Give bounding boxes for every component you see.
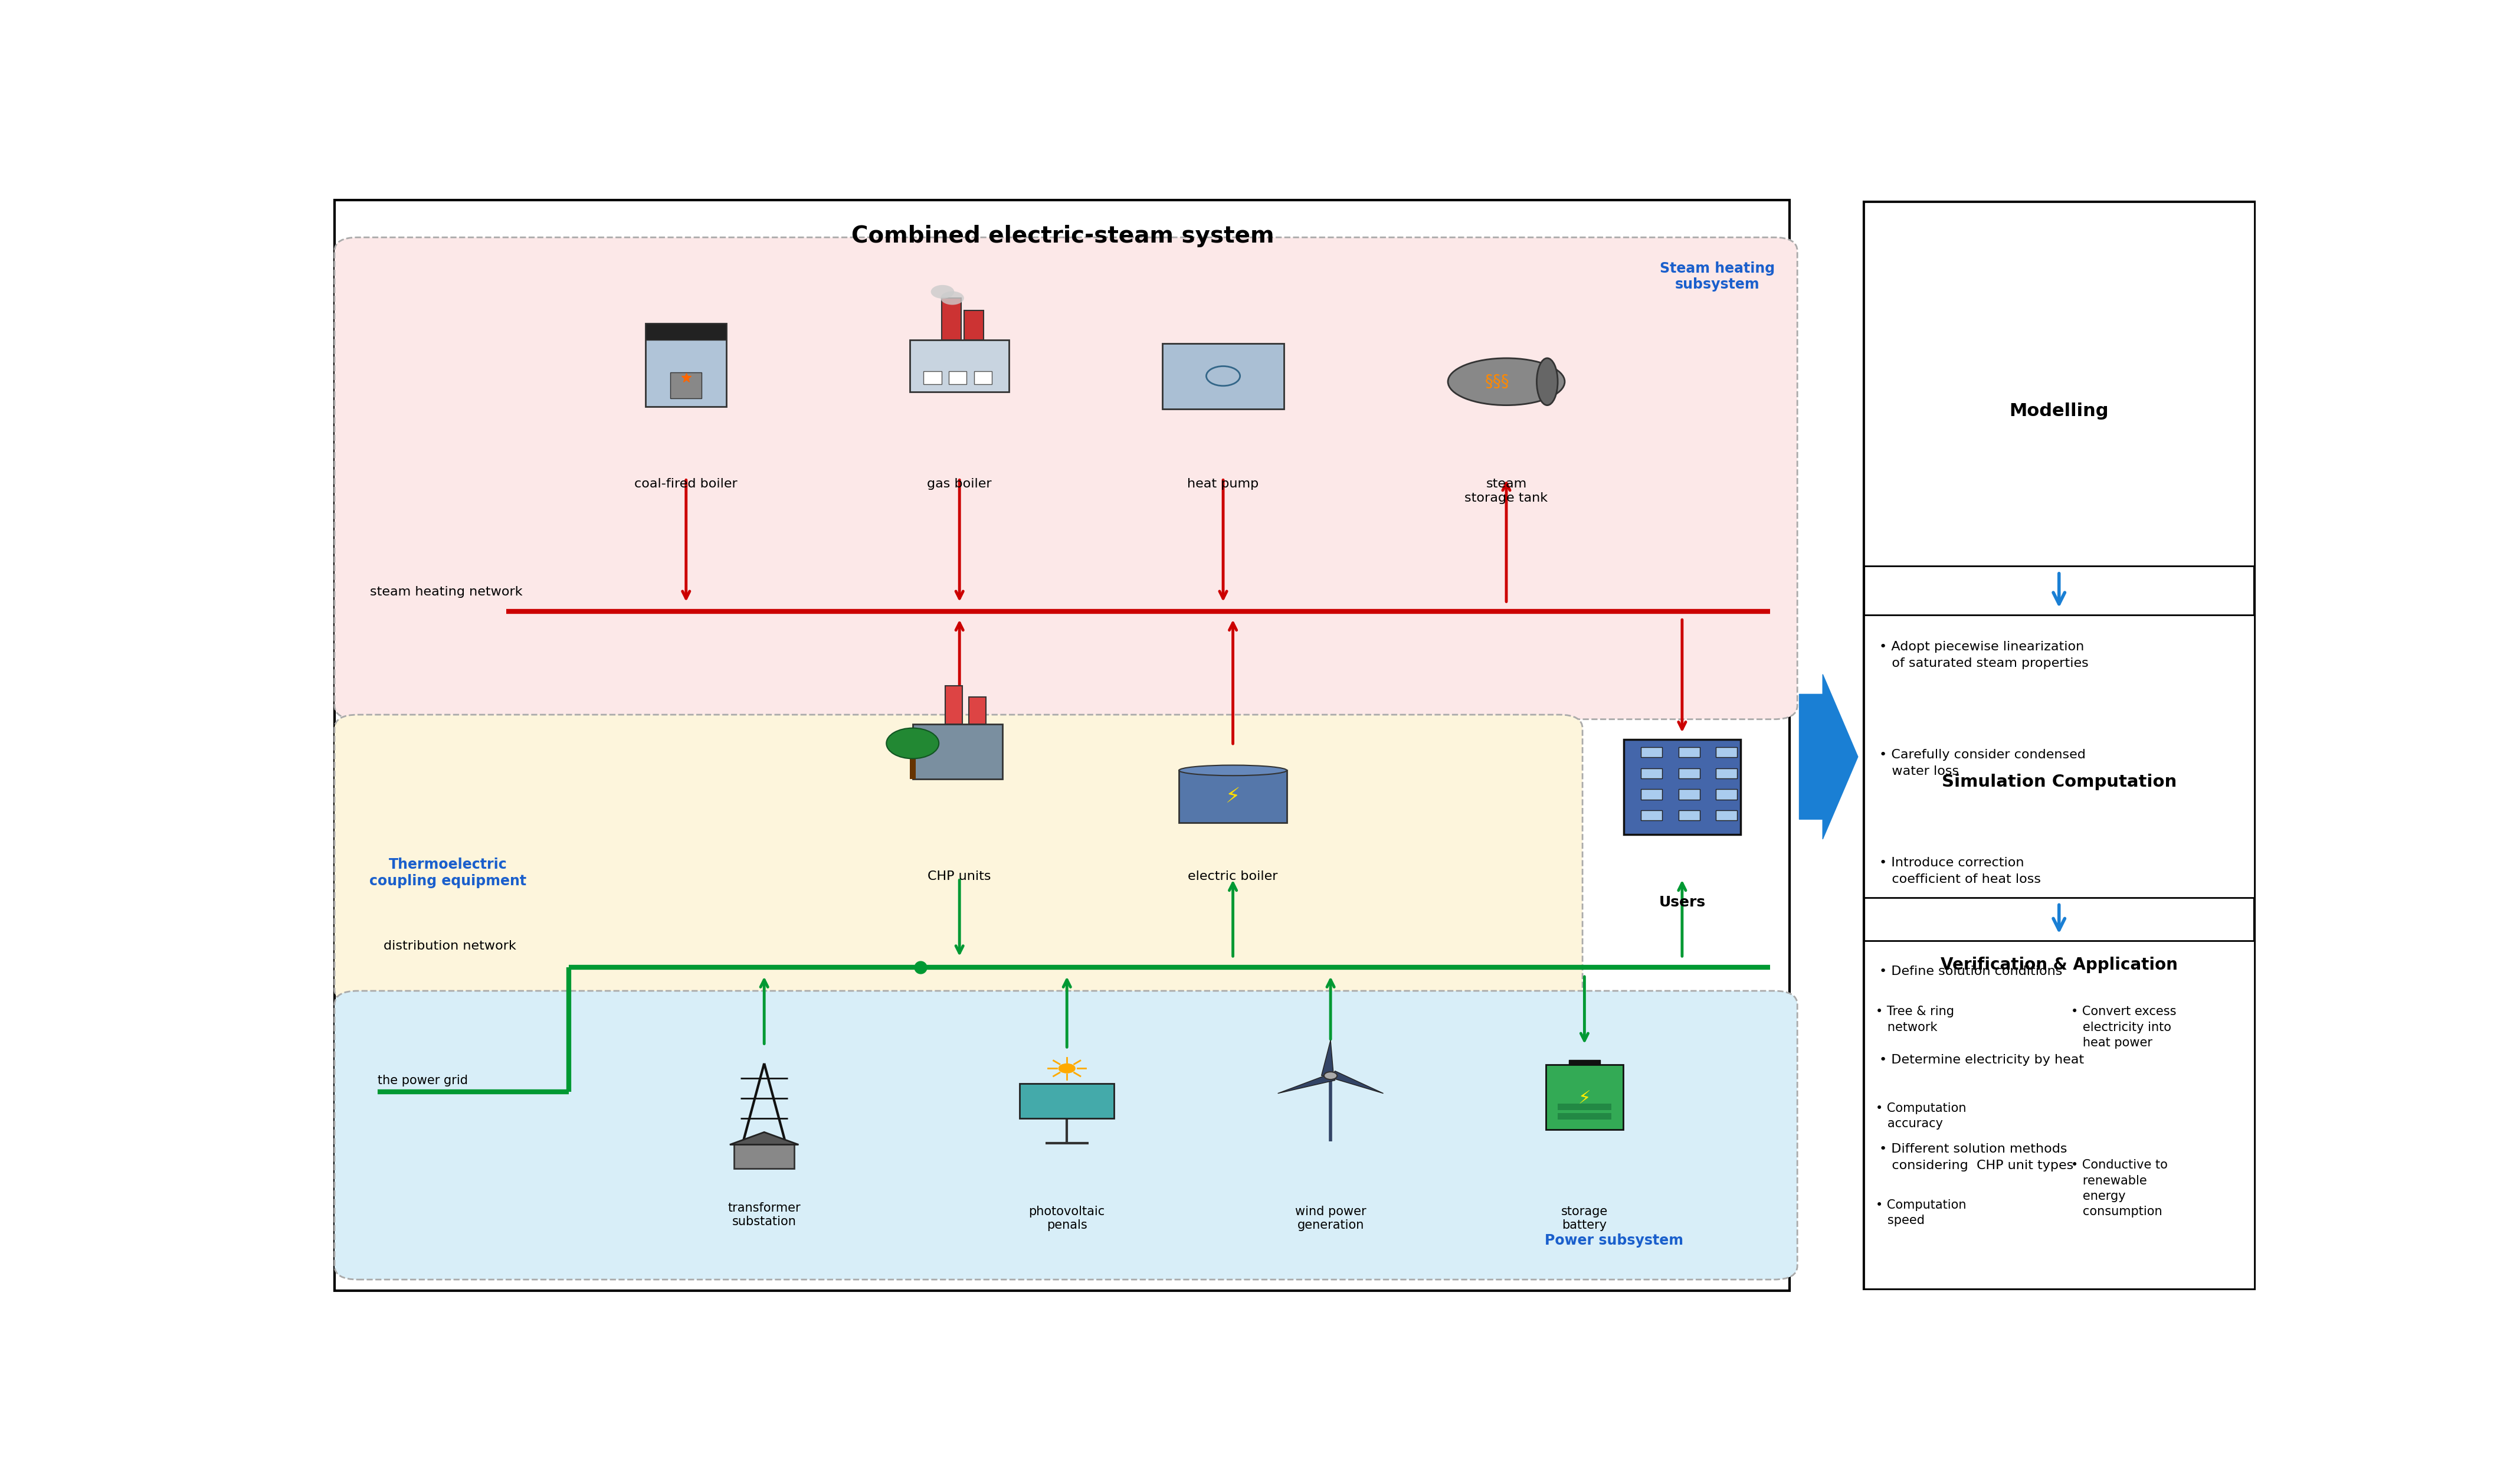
Text: • Conductive to
   renewable
   energy
   consumption: • Conductive to renewable energy consump… [2071,1159,2167,1218]
Bar [1545,1064,1623,1129]
Circle shape [1058,1063,1076,1073]
Text: Steam heating
subsystem: Steam heating subsystem [1661,261,1774,292]
Text: heat pump: heat pump [1187,478,1260,490]
Text: • Adopt piecewise linearization
   of saturated steam properties: • Adopt piecewise linearization of satur… [1880,641,2089,669]
Bar [1162,344,1285,409]
Bar [1865,202,2255,567]
Text: • Convert excess
   electricity into
   heat power: • Convert excess electricity into heat p… [2071,1005,2177,1049]
Ellipse shape [1179,765,1288,775]
Text: Combined electric-steam system: Combined electric-steam system [852,224,1275,248]
Bar [1865,942,2255,1289]
Text: • Define solution conditions: • Define solution conditions [1880,965,2061,977]
Bar [1557,1104,1610,1110]
Text: coal-fired boiler: coal-fired boiler [635,478,738,490]
Text: • Different solution methods
   considering  CHP unit types: • Different solution methods considering… [1880,1142,2074,1172]
Circle shape [1323,1072,1338,1079]
Bar [1678,810,1698,821]
Text: Simulation Computation: Simulation Computation [1940,773,2177,790]
Text: photovoltaic
penals: photovoltaic penals [1028,1206,1106,1231]
Bar [942,298,960,339]
Bar [973,372,993,384]
Bar [1865,202,2255,1289]
Bar [645,323,726,407]
Bar [1716,768,1736,778]
Bar [912,725,1003,779]
Polygon shape [1278,1075,1336,1094]
Bar [1678,747,1698,757]
Bar [1570,1060,1600,1064]
Polygon shape [1328,1072,1383,1094]
FancyBboxPatch shape [335,990,1797,1280]
Text: Verification & Application: Verification & Application [1940,956,2177,973]
Text: ⚡: ⚡ [1578,1089,1590,1107]
Text: Thermoelectric
coupling equipment: Thermoelectric coupling equipment [370,858,527,889]
Ellipse shape [1449,359,1565,406]
FancyBboxPatch shape [335,714,1583,1004]
Text: • Introduce correction
   coefficient of heat loss: • Introduce correction coefficient of he… [1880,858,2041,886]
FancyBboxPatch shape [335,238,1797,719]
Bar [910,751,915,779]
Bar [1716,790,1736,800]
Bar [1557,1113,1610,1120]
Circle shape [887,728,940,759]
Bar [645,323,726,339]
Bar [733,1144,794,1169]
Text: steam heating network: steam heating network [370,586,522,598]
Bar [1623,739,1741,835]
Text: distribution network: distribution network [383,940,517,952]
Text: transformer
substation: transformer substation [728,1203,801,1228]
Bar [948,372,968,384]
Text: CHP units: CHP units [927,871,990,883]
Text: Power subsystem: Power subsystem [1545,1234,1683,1247]
Bar [1865,615,2255,897]
Text: Users: Users [1658,896,1706,909]
Text: storage
battery: storage battery [1560,1206,1608,1231]
Bar [910,339,1008,393]
Text: gas boiler: gas boiler [927,478,993,490]
Polygon shape [1320,1041,1333,1076]
Bar [1641,790,1663,800]
Bar [1641,747,1663,757]
Text: • Computation
   speed: • Computation speed [1875,1199,1966,1227]
Ellipse shape [1537,359,1557,406]
Bar [1678,768,1698,778]
Bar [1641,810,1663,821]
Text: §§§: §§§ [1484,373,1509,390]
Text: • Determine electricity by heat: • Determine electricity by heat [1880,1054,2084,1066]
Bar [1716,810,1736,821]
Bar [1179,770,1288,822]
Bar [968,697,985,725]
Bar [965,310,983,339]
Text: Modelling: Modelling [2008,403,2109,419]
Bar [1716,747,1736,757]
Bar [1678,790,1698,800]
Text: electric boiler: electric boiler [1187,871,1278,883]
Text: • Carefully consider condensed
   water loss: • Carefully consider condensed water los… [1880,748,2087,778]
Text: ⚡: ⚡ [1225,787,1240,806]
Bar [922,372,942,384]
Circle shape [930,285,955,298]
Text: • Computation
   accuracy: • Computation accuracy [1875,1103,1966,1129]
FancyArrow shape [1799,675,1857,840]
Text: steam
storage tank: steam storage tank [1464,478,1547,503]
Bar [335,199,1789,1292]
Bar [1021,1083,1114,1119]
Bar [1641,768,1663,778]
Text: the power grid: the power grid [378,1075,469,1086]
Text: • Tree & ring
   network: • Tree & ring network [1875,1005,1953,1033]
Text: wind power
generation: wind power generation [1295,1206,1366,1231]
Polygon shape [731,1132,799,1145]
Bar [945,686,963,725]
Circle shape [940,291,965,306]
Bar [670,372,701,399]
